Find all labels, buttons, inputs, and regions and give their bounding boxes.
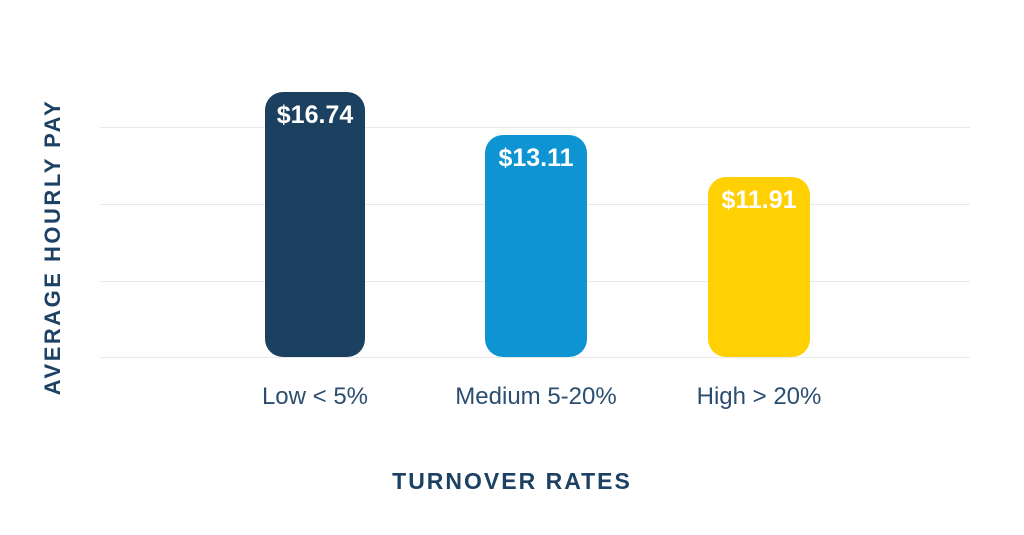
bar-value-label: $11.91 (721, 186, 797, 214)
gridline (100, 127, 970, 128)
category-label-low: Low < 5% (261, 383, 369, 410)
gridline-baseline (100, 357, 970, 358)
category-label-high: High > 20% (696, 383, 822, 410)
x-axis-title: TURNOVER RATES (392, 468, 632, 494)
bar-medium-turnover: $13.11 (485, 135, 587, 357)
bar-value-label: $13.11 (498, 144, 574, 172)
bar-low-turnover: $16.74 (265, 92, 365, 357)
bar-value-label: $16.74 (276, 101, 354, 129)
y-axis-title: AVERAGE HOURLY PAY (40, 98, 65, 396)
category-label-medium: Medium 5-20% (455, 383, 617, 410)
bar-high-turnover: $11.91 (708, 177, 810, 357)
